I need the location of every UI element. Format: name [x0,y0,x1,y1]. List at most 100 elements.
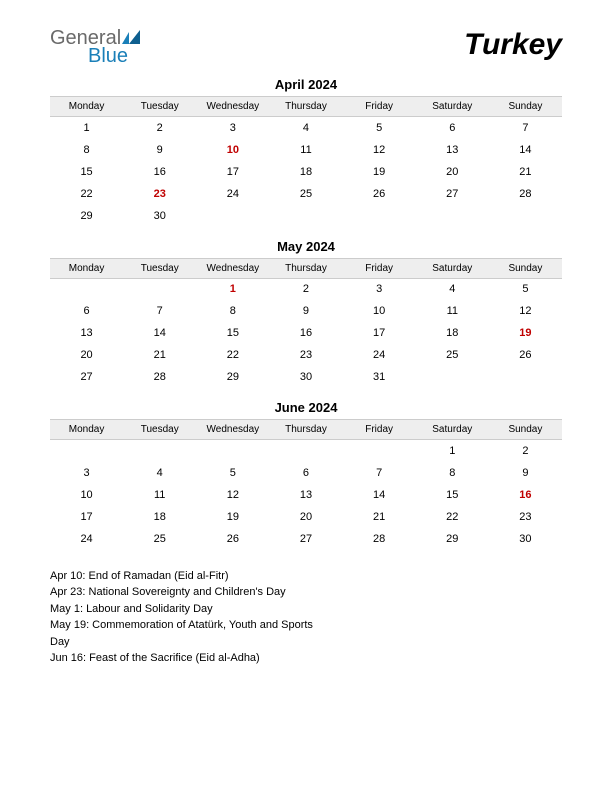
calendar-cell [416,205,489,227]
weekday-header: Monday [50,97,123,117]
calendar-cell: 3 [343,278,416,300]
calendar-cell: 24 [196,183,269,205]
calendar-row: 12 [50,440,562,462]
calendar-cell: 12 [489,300,562,322]
calendar-cell [489,205,562,227]
calendar-cell: 31 [343,366,416,388]
calendar-cell: 24 [343,344,416,366]
holidays-list: Apr 10: End of Ramadan (Eid al-Fitr)Apr … [50,568,330,667]
calendar-cell: 4 [416,278,489,300]
logo-text-blue: Blue [88,46,144,67]
calendar-cell: 30 [123,205,196,227]
calendar-cell [343,205,416,227]
calendar-row: 3456789 [50,462,562,484]
calendar-cell: 22 [416,506,489,528]
calendar-cell: 16 [123,161,196,183]
weekday-header: Tuesday [123,258,196,278]
calendar-cell: 18 [269,161,342,183]
weekday-header: Wednesday [196,97,269,117]
calendar-cell: 8 [416,462,489,484]
calendar-cell: 29 [50,205,123,227]
calendar-cell: 4 [123,462,196,484]
calendar-row: 12345 [50,278,562,300]
calendar-cell: 25 [416,344,489,366]
calendar-cell: 17 [196,161,269,183]
calendar-cell [343,440,416,462]
calendar-table: MondayTuesdayWednesdayThursdayFridaySatu… [50,96,562,227]
calendar-cell: 7 [489,117,562,139]
country-title: Turkey [464,28,562,62]
calendar-cell: 27 [50,366,123,388]
calendar-cell: 8 [196,300,269,322]
calendar-cell: 12 [343,139,416,161]
calendar-cell: 23 [123,183,196,205]
calendar-cell: 23 [489,506,562,528]
calendar-cell: 5 [489,278,562,300]
calendar-cell: 26 [489,344,562,366]
weekday-header: Wednesday [196,420,269,440]
calendar-cell: 17 [50,506,123,528]
calendar-cell: 7 [123,300,196,322]
calendar-cell: 5 [196,462,269,484]
calendar-table: MondayTuesdayWednesdayThursdayFridaySatu… [50,419,562,550]
calendar-cell [196,205,269,227]
calendar-cell: 13 [416,139,489,161]
calendar-cell: 6 [50,300,123,322]
calendar-cell: 24 [50,528,123,550]
calendar-cell: 28 [343,528,416,550]
calendar-cell: 2 [269,278,342,300]
calendar-cell: 19 [196,506,269,528]
holiday-entry: May 1: Labour and Solidarity Day [50,601,330,618]
weekday-header: Tuesday [123,420,196,440]
calendar-cell: 29 [416,528,489,550]
weekday-header: Thursday [269,97,342,117]
calendar-cell: 20 [269,506,342,528]
calendar-cell: 7 [343,462,416,484]
calendar-cell: 11 [416,300,489,322]
holiday-entry: Apr 23: National Sovereignty and Childre… [50,584,330,601]
calendar-row: 6789101112 [50,300,562,322]
calendar-cell: 16 [269,322,342,344]
weekday-header: Wednesday [196,258,269,278]
calendar-cell [123,440,196,462]
calendar-cell: 12 [196,484,269,506]
holiday-entry: Apr 10: End of Ramadan (Eid al-Fitr) [50,568,330,585]
calendar-row: 10111213141516 [50,484,562,506]
months-container: April 2024MondayTuesdayWednesdayThursday… [50,77,562,550]
calendar-cell: 3 [196,117,269,139]
calendar-cell [489,366,562,388]
calendar-cell [416,366,489,388]
calendar-cell: 10 [196,139,269,161]
calendar-cell: 10 [50,484,123,506]
calendar-cell: 23 [269,344,342,366]
calendar-row: 17181920212223 [50,506,562,528]
header: GeneralBlue Turkey [50,28,562,67]
calendar-cell: 8 [50,139,123,161]
month-block: May 2024MondayTuesdayWednesdayThursdayFr… [50,239,562,389]
calendar-row: 13141516171819 [50,322,562,344]
calendar-cell [269,440,342,462]
weekday-header: Friday [343,420,416,440]
calendar-cell: 30 [489,528,562,550]
weekday-header: Sunday [489,420,562,440]
calendar-cell: 9 [489,462,562,484]
calendar-cell: 26 [196,528,269,550]
calendar-cell: 9 [269,300,342,322]
calendar-cell: 27 [416,183,489,205]
weekday-header: Saturday [416,258,489,278]
calendar-cell: 19 [489,322,562,344]
calendar-cell: 6 [269,462,342,484]
month-block: June 2024MondayTuesdayWednesdayThursdayF… [50,400,562,550]
month-block: April 2024MondayTuesdayWednesdayThursday… [50,77,562,227]
weekday-header: Saturday [416,420,489,440]
calendar-cell: 2 [123,117,196,139]
calendar-cell: 18 [416,322,489,344]
calendar-row: 2930 [50,205,562,227]
logo: GeneralBlue [50,28,144,67]
weekday-header: Friday [343,97,416,117]
calendar-cell: 19 [343,161,416,183]
calendar-cell: 15 [416,484,489,506]
weekday-header: Thursday [269,258,342,278]
calendar-cell: 15 [196,322,269,344]
calendar-cell: 5 [343,117,416,139]
